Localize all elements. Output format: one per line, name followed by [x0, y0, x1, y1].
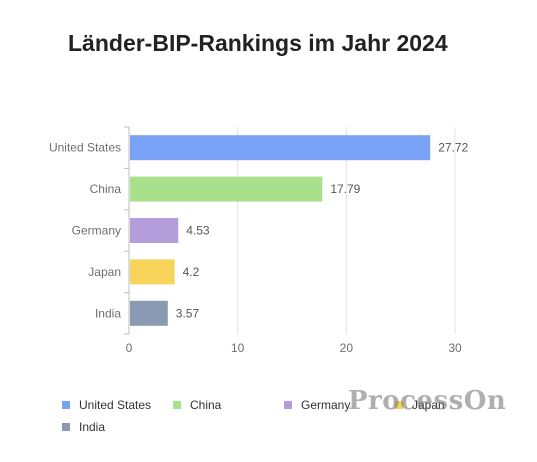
- chart-title: Länder-BIP-Rankings im Jahr 2024: [68, 30, 448, 56]
- legend-swatch-united-states: [62, 401, 70, 409]
- y-tick-label-japan: Japan: [88, 265, 121, 279]
- chart-legend: United States China Germany Japan India: [62, 398, 522, 434]
- x-tick-label-0: 0: [126, 341, 133, 355]
- y-tick-label-china: China: [90, 182, 122, 196]
- data-label-china: 17.79: [330, 182, 360, 196]
- legend-swatch-china: [173, 401, 181, 409]
- bar-japan: [130, 259, 175, 285]
- bar-germany: [130, 218, 179, 243]
- bar-india: [130, 300, 168, 326]
- data-label-japan: 4.2: [183, 265, 200, 279]
- data-label-germany: 4.53: [186, 224, 210, 238]
- legend-item-japan[interactable]: Japan: [395, 398, 503, 412]
- legend-swatch-japan: [395, 401, 403, 409]
- legend-item-india[interactable]: India: [62, 420, 170, 434]
- legend-label-united-states: United States: [79, 398, 152, 412]
- legend-label-india: India: [79, 420, 106, 434]
- x-tick-label-20: 20: [340, 341, 354, 355]
- legend-label-germany: Germany: [301, 398, 351, 412]
- legend-swatch-india: [62, 423, 70, 431]
- legend-item-united-states[interactable]: United States: [62, 398, 170, 412]
- data-label-united-states: 27.72: [438, 141, 468, 155]
- legend-label-china: China: [190, 398, 222, 412]
- processon-watermark: ProcessOn: [348, 386, 507, 416]
- x-tick-label-30: 30: [448, 341, 462, 355]
- y-tick-label-germany: Germany: [72, 224, 121, 238]
- legend-item-germany[interactable]: Germany: [284, 398, 392, 412]
- bar-chart: 0 10 20 30 United States 27.72 China 17.79 Germa…: [49, 126, 469, 355]
- legend-swatch-germany: [284, 401, 292, 409]
- legend-item-china[interactable]: China: [173, 398, 281, 412]
- data-label-india: 3.57: [176, 306, 200, 320]
- bar-united-states: [130, 135, 431, 161]
- y-tick-label-united-states: United States: [49, 141, 121, 155]
- y-tick-label-india: India: [95, 306, 121, 320]
- bar-china: [130, 176, 323, 202]
- x-tick-label-10: 10: [231, 341, 245, 355]
- legend-label-japan: Japan: [412, 398, 445, 412]
